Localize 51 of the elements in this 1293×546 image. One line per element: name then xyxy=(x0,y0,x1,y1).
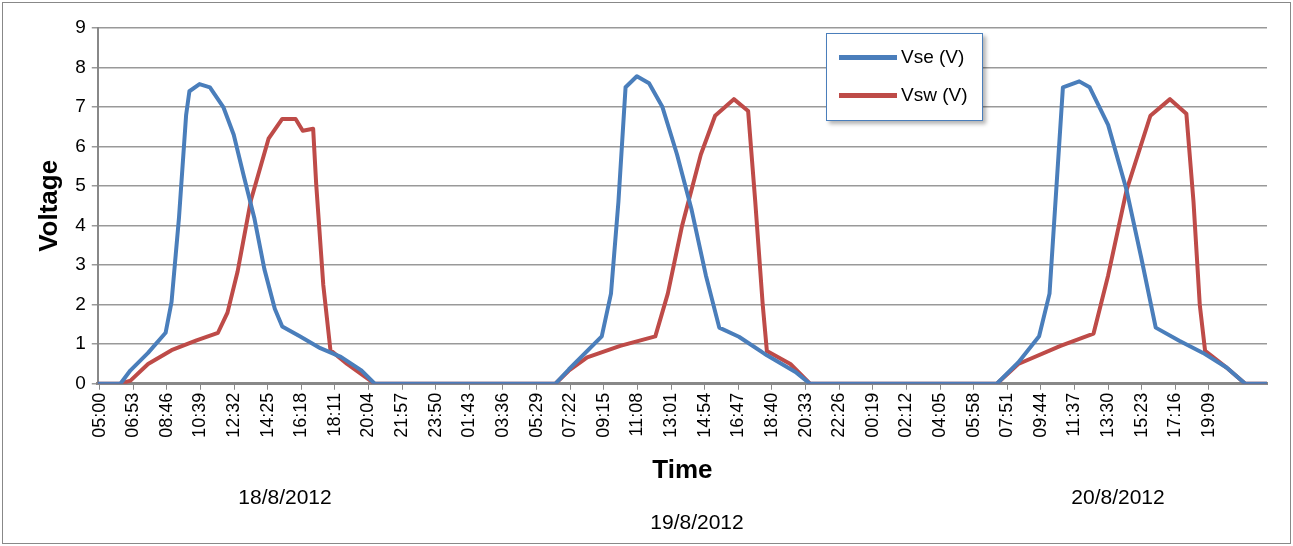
x-tick-label: 05:29 xyxy=(525,392,546,438)
y-tick-label: 7 xyxy=(75,95,86,117)
x-tick-label: 14:25 xyxy=(256,392,277,438)
x-tick-label: 09:44 xyxy=(1029,392,1050,438)
y-tick-label: 9 xyxy=(75,16,86,38)
text: 19/8/2012 xyxy=(650,510,744,534)
x-tick-label: 20:04 xyxy=(357,392,378,438)
x-tick-label: 05:58 xyxy=(962,392,983,438)
x-tick-label: 02:12 xyxy=(895,392,916,438)
x-tick-label: 12:32 xyxy=(223,392,243,438)
text: 20/8/2012 xyxy=(1071,485,1165,509)
x-tick-label: 17:16 xyxy=(1164,392,1185,438)
x-tick-label: 13:30 xyxy=(1097,392,1118,438)
x-tick-label: 22:26 xyxy=(828,392,849,438)
text: 18/8/2012 xyxy=(238,485,332,509)
x-tick-label: 18:40 xyxy=(760,392,781,438)
x-tick-label: 23:50 xyxy=(424,392,445,438)
x-tick-label: 01:43 xyxy=(458,392,479,438)
x-axis-title: Time xyxy=(652,453,713,484)
x-tick-label: 03:36 xyxy=(491,392,512,438)
y-tick-label: 6 xyxy=(75,134,86,156)
y-tick-label: 3 xyxy=(75,253,86,275)
x-tick-label: 14:54 xyxy=(693,392,714,438)
x-tick-label: 16:47 xyxy=(727,392,748,438)
legend-label: Vse (V) xyxy=(901,46,965,68)
x-tick-label: 19:09 xyxy=(1197,392,1218,438)
x-tick-label: 16:18 xyxy=(290,392,311,438)
x-tick-label: 05:00 xyxy=(88,392,109,438)
legend-label: Vsw (V) xyxy=(901,84,968,106)
x-tick-label: 20:33 xyxy=(794,392,815,438)
x-tick-label: 04:05 xyxy=(929,392,949,438)
x-tick-label: 09:15 xyxy=(592,392,613,438)
x-tick-label: 13:01 xyxy=(660,392,681,438)
y-tick-label: 1 xyxy=(75,332,86,354)
x-tick-label: 11:37 xyxy=(1063,392,1084,437)
y-tick-label: 5 xyxy=(75,174,86,196)
x-tick-label: 21:57 xyxy=(391,392,412,438)
x-tick-label: 06:53 xyxy=(122,392,143,438)
x-tick-label: 07:22 xyxy=(559,392,580,438)
y-tick-label: 4 xyxy=(75,213,87,235)
x-tick-label: 08:46 xyxy=(155,392,176,438)
x-tick-label: 10:39 xyxy=(189,392,210,438)
x-tick-label: 07:51 xyxy=(996,392,1017,438)
y-tick-label: 2 xyxy=(75,292,86,314)
y-axis-title: Voltage xyxy=(32,159,63,252)
y-tick-label: 0 xyxy=(75,371,86,393)
x-tick-label: 00:19 xyxy=(861,392,882,438)
x-tick-label: 15:23 xyxy=(1130,392,1151,438)
x-tick-label: 18:11 xyxy=(323,392,344,437)
y-tick-label: 8 xyxy=(75,55,86,77)
x-tick-label: 11:08 xyxy=(626,392,647,437)
